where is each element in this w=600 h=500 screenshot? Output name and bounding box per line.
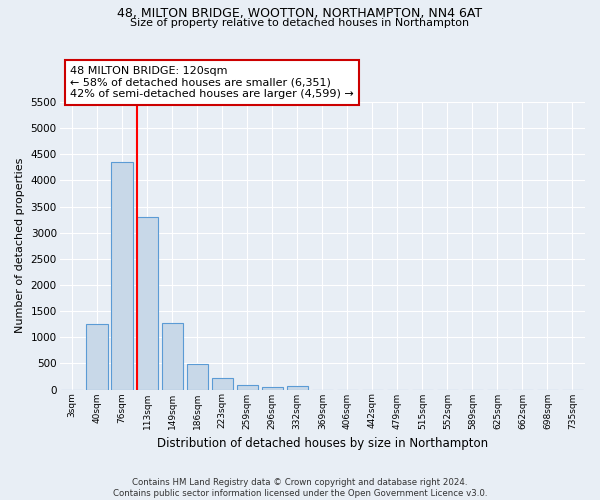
- Text: Size of property relative to detached houses in Northampton: Size of property relative to detached ho…: [130, 18, 470, 28]
- Bar: [112, 162, 133, 390]
- Bar: [212, 378, 233, 390]
- Bar: [236, 384, 258, 390]
- Bar: [86, 324, 108, 390]
- Bar: [187, 364, 208, 390]
- Bar: [262, 386, 283, 390]
- Text: 48 MILTON BRIDGE: 120sqm
← 58% of detached houses are smaller (6,351)
42% of sem: 48 MILTON BRIDGE: 120sqm ← 58% of detach…: [70, 66, 354, 99]
- Bar: [137, 217, 158, 390]
- Text: 48, MILTON BRIDGE, WOOTTON, NORTHAMPTON, NN4 6AT: 48, MILTON BRIDGE, WOOTTON, NORTHAMPTON,…: [118, 8, 482, 20]
- Bar: [161, 323, 183, 390]
- Y-axis label: Number of detached properties: Number of detached properties: [15, 158, 25, 334]
- Bar: [287, 386, 308, 390]
- X-axis label: Distribution of detached houses by size in Northampton: Distribution of detached houses by size …: [157, 437, 488, 450]
- Text: Contains HM Land Registry data © Crown copyright and database right 2024.
Contai: Contains HM Land Registry data © Crown c…: [113, 478, 487, 498]
